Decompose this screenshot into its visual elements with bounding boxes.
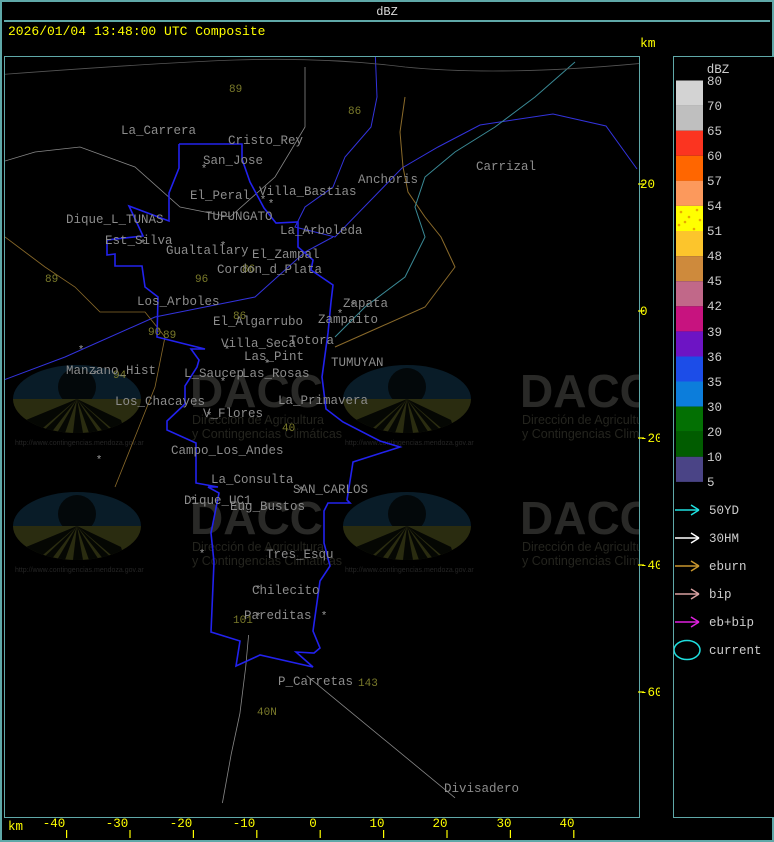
- svg-text:42: 42: [707, 300, 722, 314]
- svg-text:DACC: DACC: [520, 492, 639, 544]
- svg-text:60: 60: [707, 150, 722, 164]
- svg-text:90: 90: [148, 327, 161, 339]
- svg-text:Los_Chacayes: Los_Chacayes: [115, 395, 205, 409]
- svg-text:54: 54: [707, 200, 722, 214]
- svg-text:SAN_CARLOS: SAN_CARLOS: [293, 483, 368, 497]
- svg-text:143: 143: [358, 678, 378, 690]
- svg-text:y Contingencias Climáticas: y Contingencias Climáticas: [522, 554, 639, 568]
- svg-text:48: 48: [707, 250, 722, 264]
- svg-text:70: 70: [707, 100, 722, 114]
- svg-text:51: 51: [707, 225, 722, 239]
- svg-text:Dirección de Agricultura: Dirección de Agricultura: [522, 540, 639, 554]
- svg-text:Las_Rosas: Las_Rosas: [242, 367, 310, 381]
- svg-text:5: 5: [707, 476, 715, 490]
- svg-text:current: current: [709, 644, 762, 658]
- svg-text:Eug_Bustos: Eug_Bustos: [230, 500, 305, 514]
- svg-text:Tres_Esqu: Tres_Esqu: [266, 548, 334, 562]
- svg-text:0: 0: [309, 817, 317, 831]
- svg-text:DACC: DACC: [520, 365, 639, 417]
- svg-text:Villa_Seca: Villa_Seca: [221, 337, 297, 351]
- svg-text:20: 20: [640, 178, 655, 192]
- svg-text:P_Carretas: P_Carretas: [278, 675, 353, 689]
- svg-text:La_Arboleda: La_Arboleda: [280, 224, 363, 238]
- svg-text:La_Carrera: La_Carrera: [121, 124, 197, 138]
- svg-text:*: *: [321, 611, 328, 623]
- svg-text:L_Saucep: L_Saucep: [184, 367, 244, 381]
- svg-text:V_Flores: V_Flores: [203, 407, 263, 421]
- svg-text:30HM: 30HM: [709, 532, 739, 546]
- svg-text:San_Jose: San_Jose: [203, 154, 263, 168]
- svg-text:Est_Silva: Est_Silva: [105, 234, 173, 248]
- svg-text:20: 20: [432, 817, 447, 831]
- svg-text:El_Peral: El_Peral: [190, 189, 250, 203]
- svg-text:http://www.contingencias.mendo: http://www.contingencias.mendoza.gov.ar: [345, 567, 474, 574]
- svg-text:El_Zampal: El_Zampal: [252, 248, 320, 262]
- svg-text:Los_Arboles: Los_Arboles: [137, 295, 220, 309]
- svg-text:Gualtallary: Gualtallary: [166, 244, 249, 258]
- svg-text:Manzano_Hist: Manzano_Hist: [66, 364, 156, 378]
- svg-text:La_Primavera: La_Primavera: [278, 394, 369, 408]
- svg-text:http://www.contingencias.mendo: http://www.contingencias.mendoza.gov.ar: [15, 440, 144, 447]
- svg-text:10: 10: [707, 451, 722, 465]
- svg-text:89: 89: [163, 330, 176, 342]
- svg-text:40: 40: [559, 817, 574, 831]
- svg-text:Divisadero: Divisadero: [444, 782, 519, 796]
- svg-text:km: km: [8, 820, 23, 834]
- svg-text:Dirección de Agricultura: Dirección de Agricultura: [522, 413, 639, 427]
- svg-text:36: 36: [707, 351, 722, 365]
- svg-text:Pareditas: Pareditas: [244, 609, 312, 623]
- svg-text:http://www.contingencias.mendo: http://www.contingencias.mendoza.gov.ar: [345, 440, 474, 447]
- svg-text:Zampaito: Zampaito: [318, 313, 378, 327]
- svg-text:Las_Pint: Las_Pint: [244, 350, 304, 364]
- svg-text:Campo_Los_Andes: Campo_Los_Andes: [171, 444, 284, 458]
- svg-text:*: *: [96, 455, 103, 467]
- svg-text:45: 45: [707, 275, 722, 289]
- svg-text:bip: bip: [709, 588, 732, 602]
- svg-text:Cordon_d_Plata: Cordon_d_Plata: [217, 263, 323, 277]
- svg-text:40N: 40N: [257, 707, 277, 719]
- svg-text:Villa_Bastias: Villa_Bastias: [259, 185, 357, 199]
- svg-text:-20: -20: [640, 432, 660, 446]
- svg-text:89: 89: [229, 84, 242, 96]
- svg-text:89: 89: [45, 274, 58, 286]
- svg-text:96: 96: [195, 274, 208, 286]
- svg-text:Carrizal: Carrizal: [476, 160, 536, 174]
- svg-text:eburn: eburn: [709, 560, 747, 574]
- svg-text:-40: -40: [43, 817, 66, 831]
- svg-text:Anchoris: Anchoris: [358, 173, 418, 187]
- svg-text:-40: -40: [640, 559, 660, 573]
- svg-text:y Contingencias Climáticas: y Contingencias Climáticas: [192, 427, 342, 441]
- svg-text:10: 10: [369, 817, 384, 831]
- svg-text:30: 30: [496, 817, 511, 831]
- svg-text:20: 20: [707, 426, 722, 440]
- svg-text:Cristo_Rey: Cristo_Rey: [228, 134, 304, 148]
- svg-text:57: 57: [707, 175, 722, 189]
- svg-text:-30: -30: [106, 817, 129, 831]
- svg-text:TUPUNGATO: TUPUNGATO: [205, 210, 273, 224]
- svg-text:La_Consulta: La_Consulta: [211, 473, 294, 487]
- svg-text:-10: -10: [233, 817, 256, 831]
- svg-text:eb+bip: eb+bip: [709, 616, 754, 630]
- svg-text:y Contingencias Climáticas: y Contingencias Climáticas: [522, 427, 639, 441]
- svg-text:*: *: [78, 345, 85, 357]
- svg-text:Dique_L_TUNAS: Dique_L_TUNAS: [66, 213, 164, 227]
- svg-text:http://www.contingencias.mendo: http://www.contingencias.mendoza.gov.ar: [15, 567, 144, 574]
- svg-text:30: 30: [707, 401, 722, 415]
- svg-text:35: 35: [707, 376, 722, 390]
- svg-text:El_Algarrubo: El_Algarrubo: [213, 315, 303, 329]
- svg-text:*: *: [199, 549, 206, 561]
- svg-text:TUMUYAN: TUMUYAN: [331, 356, 384, 370]
- svg-text:86: 86: [348, 106, 361, 118]
- svg-text:Chilecito: Chilecito: [252, 584, 320, 598]
- svg-text:39: 39: [707, 326, 722, 340]
- svg-text:40: 40: [282, 423, 295, 435]
- svg-text:-60: -60: [640, 686, 660, 700]
- svg-text:65: 65: [707, 125, 722, 139]
- svg-text:-20: -20: [170, 817, 193, 831]
- svg-text:80: 80: [707, 75, 722, 89]
- svg-text:0: 0: [640, 305, 648, 319]
- svg-text:Zapata: Zapata: [343, 297, 389, 311]
- svg-text:50YD: 50YD: [709, 504, 739, 518]
